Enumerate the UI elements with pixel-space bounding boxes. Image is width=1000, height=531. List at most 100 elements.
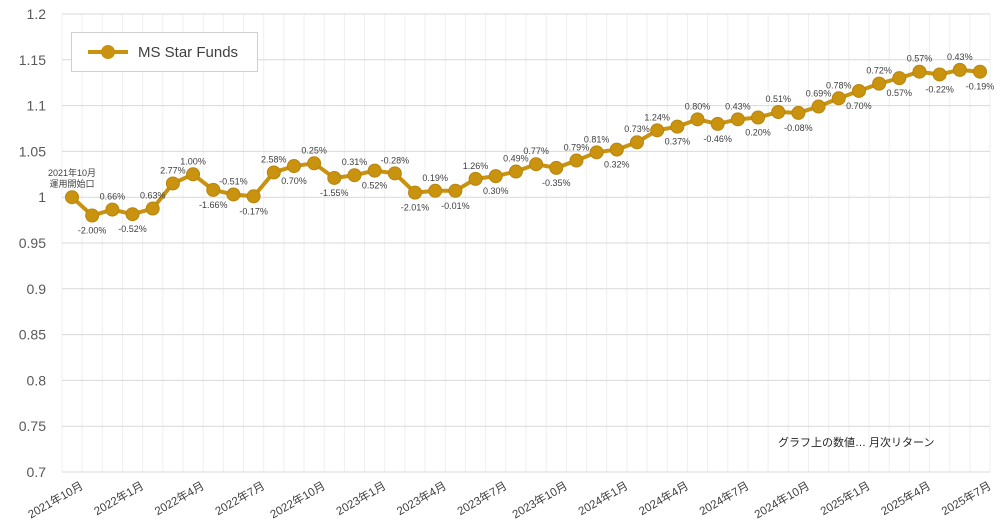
- data-label: -0.19%: [966, 82, 995, 92]
- data-label: 0.77%: [523, 146, 549, 156]
- data-point: [629, 135, 644, 150]
- data-point: [650, 123, 665, 138]
- data-point: [65, 190, 79, 205]
- data-label: 0.66%: [100, 192, 126, 202]
- data-label: 0.78%: [826, 80, 852, 90]
- x-tick-label: 2022年4月: [152, 478, 207, 518]
- x-tick-label: 2025年1月: [818, 478, 873, 518]
- data-point: [549, 160, 564, 175]
- data-point: [387, 166, 402, 181]
- data-point: [286, 159, 301, 174]
- data-label: -0.17%: [239, 206, 268, 216]
- data-label: -0.35%: [542, 178, 571, 188]
- x-tick-label: 2023年1月: [334, 478, 389, 518]
- data-point: [145, 201, 160, 216]
- data-point: [105, 202, 120, 217]
- data-label: 0.19%: [422, 173, 448, 183]
- y-tick-label: 1.1: [27, 98, 47, 114]
- legend: MS Star Funds: [71, 32, 258, 72]
- x-tick-label: 2022年10月: [267, 478, 327, 521]
- data-label: 0.81%: [584, 134, 610, 144]
- data-label: 0.80%: [685, 101, 711, 111]
- data-label: -2.00%: [78, 226, 107, 236]
- y-tick-label: 1.2: [27, 6, 47, 22]
- data-label: -0.28%: [381, 155, 410, 165]
- data-label: 1.26%: [463, 161, 489, 171]
- y-tick-label: 0.8: [27, 372, 47, 388]
- data-point: [811, 99, 826, 114]
- data-point: [266, 165, 281, 180]
- data-point: [206, 182, 221, 197]
- data-point: [85, 208, 100, 223]
- data-label: -0.08%: [784, 123, 813, 133]
- data-label: 0.72%: [866, 66, 892, 76]
- data-point: [307, 156, 322, 171]
- data-point: [892, 71, 907, 86]
- data-point: [327, 170, 342, 185]
- data-point: [932, 67, 947, 82]
- start-label: 運用開始口: [49, 178, 94, 189]
- data-point: [448, 183, 463, 198]
- data-label: -0.52%: [118, 224, 147, 234]
- data-point: [771, 105, 786, 120]
- data-point: [831, 91, 846, 106]
- data-point: [872, 76, 887, 91]
- x-tick-label: 2025年7月: [939, 478, 994, 518]
- data-point: [670, 119, 685, 134]
- data-label: 0.57%: [887, 88, 913, 98]
- data-label: 1.24%: [644, 112, 670, 122]
- data-label: -0.51%: [219, 176, 248, 186]
- x-tick-label: 2024年4月: [636, 478, 691, 518]
- data-point: [589, 145, 604, 160]
- x-tick-label: 2022年1月: [91, 478, 146, 518]
- data-point: [973, 64, 987, 79]
- data-point: [125, 207, 140, 222]
- data-point: [609, 142, 624, 157]
- x-tick-label: 2023年10月: [510, 478, 570, 521]
- data-label: 1.00%: [180, 156, 206, 166]
- legend-label: MS Star Funds: [138, 43, 239, 61]
- data-label: 0.70%: [281, 176, 307, 186]
- legend-swatch: [88, 42, 128, 62]
- data-point: [730, 112, 745, 127]
- start-label: 2021年10月: [48, 167, 96, 178]
- data-point: [408, 185, 423, 200]
- data-point: [246, 189, 261, 204]
- data-label: -2.01%: [401, 203, 430, 213]
- x-tick-label: 2024年1月: [576, 478, 631, 518]
- data-point: [508, 164, 523, 179]
- data-label: 2.77%: [160, 165, 186, 175]
- data-label: 0.43%: [947, 52, 973, 62]
- data-label: 0.20%: [745, 128, 771, 138]
- data-point: [165, 176, 180, 191]
- data-label: 0.52%: [362, 181, 388, 191]
- data-point: [186, 167, 201, 182]
- data-point: [690, 112, 705, 127]
- data-label: 0.63%: [140, 191, 166, 201]
- data-label: 0.49%: [503, 154, 529, 164]
- data-point: [428, 183, 443, 198]
- data-point: [347, 168, 362, 183]
- data-label: 0.31%: [342, 157, 368, 167]
- data-label: 2.58%: [261, 154, 287, 164]
- data-label: 0.79%: [564, 143, 590, 153]
- data-label: 0.57%: [907, 54, 933, 64]
- x-tick-label: 2024年10月: [752, 478, 812, 521]
- data-point: [952, 62, 967, 77]
- data-label: 0.43%: [725, 101, 751, 111]
- data-point: [912, 64, 927, 79]
- annotation: グラフ上の数値… 月次リターン: [778, 437, 935, 449]
- data-label: 0.69%: [806, 89, 832, 99]
- data-point: [851, 83, 866, 98]
- data-point: [710, 116, 725, 131]
- y-tick-label: 1.05: [19, 143, 46, 159]
- data-label: -1.55%: [320, 188, 349, 198]
- data-label: 0.51%: [765, 94, 791, 104]
- data-label: 0.30%: [483, 186, 509, 196]
- x-tick-label: 2025年4月: [878, 478, 933, 518]
- data-label: -0.46%: [703, 134, 732, 144]
- data-label: 0.73%: [624, 124, 650, 134]
- data-point: [791, 105, 806, 120]
- x-tick-label: 2021年10月: [25, 478, 85, 521]
